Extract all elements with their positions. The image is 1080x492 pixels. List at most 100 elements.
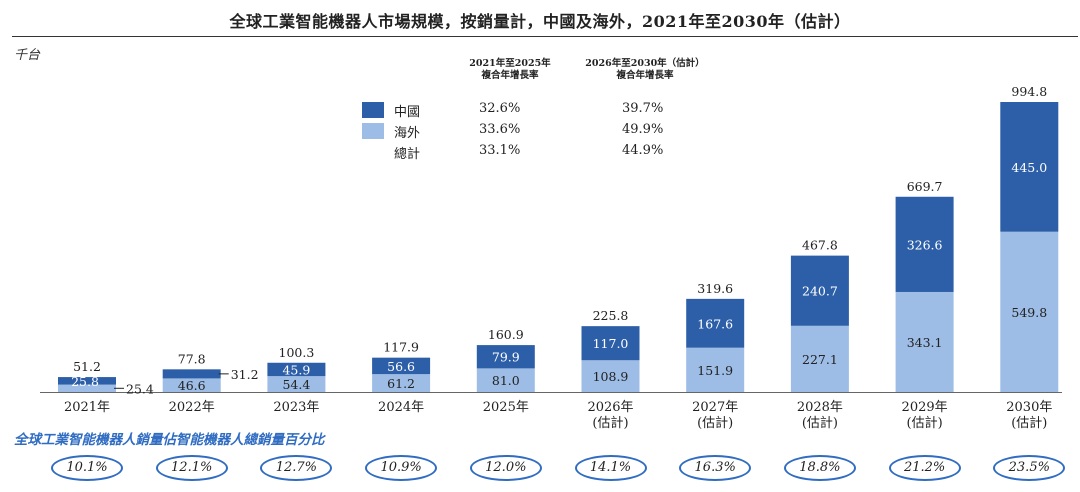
legend-label: 海外 xyxy=(394,126,421,141)
total-label: 100.3 xyxy=(279,345,315,360)
y-unit-label: 千台 xyxy=(14,48,41,63)
legend-cagr-2021-2025: 33.1% xyxy=(479,143,521,158)
legend-header-line: 2021年至2025年 xyxy=(469,58,551,69)
bar-china xyxy=(58,377,116,385)
share-value-oval: 21.2% xyxy=(888,455,961,481)
total-label: 669.7 xyxy=(907,179,943,194)
x-tick-label: (估計) xyxy=(802,415,838,431)
data-label-china: 56.6 xyxy=(387,359,415,374)
x-tick-label: 2026年 xyxy=(587,400,633,415)
bar-overseas xyxy=(476,368,535,392)
legend-row-total: 總計 33.1% 44.9% xyxy=(362,143,702,163)
share-value-oval: 10.1% xyxy=(51,455,123,481)
total-label: 117.9 xyxy=(383,340,419,355)
bar-china xyxy=(895,196,954,292)
data-label-overseas: 81.0 xyxy=(492,373,520,388)
bar-overseas xyxy=(790,325,849,392)
data-label-overseas: 108.9 xyxy=(593,369,629,384)
bar-overseas xyxy=(895,291,954,392)
data-label-overseas: 54.4 xyxy=(282,377,310,392)
bar-china xyxy=(372,357,431,375)
legend-header-line: 複合年增長率 xyxy=(481,70,539,81)
bar-overseas xyxy=(372,374,431,392)
legend-swatch-china xyxy=(362,102,384,118)
data-label-overseas: 46.6 xyxy=(178,378,206,393)
bar-overseas xyxy=(58,384,116,392)
share-value-oval: 12.0% xyxy=(469,455,542,481)
legend-cagr-2026-2030: 44.9% xyxy=(622,143,664,158)
x-tick-label: 2021年 xyxy=(64,400,110,415)
legend-header-2026-2030: 2026年至2030年（估計） 複合年增長率 xyxy=(580,58,710,82)
bar-china xyxy=(162,369,221,379)
data-label-china: 31.2 xyxy=(231,367,259,382)
data-label-overseas: 151.9 xyxy=(697,363,733,378)
share-value-oval: 10.9% xyxy=(365,455,438,481)
data-label-china: 240.7 xyxy=(802,284,838,299)
legend-row-china: 中國 32.6% 39.7% xyxy=(362,101,702,121)
x-tick-label: 2030年 xyxy=(1006,400,1052,415)
bar-china xyxy=(790,255,849,326)
share-value-oval: 16.3% xyxy=(679,455,752,481)
share-value-oval: 23.5% xyxy=(993,455,1066,481)
x-tick-label: 2022年 xyxy=(169,400,215,415)
bar-overseas xyxy=(581,360,640,392)
data-label-china: 25.8 xyxy=(71,374,99,389)
x-tick-label: 2025年 xyxy=(483,400,529,415)
bar-overseas xyxy=(162,378,221,392)
total-label: 77.8 xyxy=(178,351,206,366)
data-label-china: 445.0 xyxy=(1011,160,1047,175)
legend-swatch-overseas xyxy=(362,123,384,139)
data-label-overseas: 343.1 xyxy=(907,335,943,350)
x-tick-label: (估計) xyxy=(697,415,733,431)
share-value-oval: 14.1% xyxy=(574,455,647,481)
total-label: 319.6 xyxy=(697,281,733,296)
x-tick-label: (估計) xyxy=(1011,415,1047,431)
legend-cagr-2021-2025: 32.6% xyxy=(479,101,521,116)
total-label: 225.8 xyxy=(593,308,629,323)
x-tick-label: 2024年 xyxy=(378,400,424,415)
x-tick-label: (估計) xyxy=(907,415,943,431)
x-tick-label: (估計) xyxy=(592,415,628,431)
legend-label: 中國 xyxy=(394,105,421,120)
data-label-china: 167.6 xyxy=(697,316,733,331)
total-label: 160.9 xyxy=(488,327,524,342)
legend-header-line: 複合年增長率 xyxy=(616,70,674,81)
bar-china xyxy=(267,362,326,377)
share-value-oval: 12.7% xyxy=(260,455,333,481)
share-value-oval: 18.8% xyxy=(783,455,856,481)
data-label-overseas: 227.1 xyxy=(802,352,838,367)
legend-label: 總計 xyxy=(394,147,421,162)
bar-china xyxy=(1000,102,1059,232)
data-label-overseas: 549.8 xyxy=(1011,305,1047,320)
total-label: 51.2 xyxy=(73,359,101,374)
legend-row-overseas: 海外 33.6% 49.9% xyxy=(362,122,702,142)
x-tick-label: 2028年 xyxy=(797,400,843,415)
title-divider xyxy=(12,36,1078,37)
bar-overseas xyxy=(267,376,326,392)
total-label: 994.8 xyxy=(1011,84,1047,99)
bar-overseas xyxy=(1000,231,1059,392)
data-label-overseas: 25.4 xyxy=(126,381,154,396)
share-value-oval: 12.1% xyxy=(155,455,228,481)
legend-cagr-2026-2030: 49.9% xyxy=(622,122,664,137)
legend-header-2021-2025: 2021年至2025年 複合年增長率 xyxy=(450,58,570,82)
bar-overseas xyxy=(686,347,745,392)
share-title: 全球工業智能機器人銷量佔智能機器人總銷量百分比 xyxy=(14,432,325,448)
x-tick-label: 2029年 xyxy=(902,400,948,415)
x-tick-label: 2027年 xyxy=(692,400,738,415)
data-label-china: 326.6 xyxy=(907,237,943,252)
bar-china xyxy=(686,298,745,348)
total-label: 467.8 xyxy=(802,238,838,253)
legend-cagr-2021-2025: 33.6% xyxy=(479,122,521,137)
legend-header-line: 2026年至2030年（估計） xyxy=(585,58,705,69)
x-tick-label: 2023年 xyxy=(273,400,319,415)
legend-cagr-2026-2030: 39.7% xyxy=(622,101,664,116)
data-label-china: 117.0 xyxy=(593,336,629,351)
data-label-china: 79.9 xyxy=(492,350,520,365)
data-label-china: 45.9 xyxy=(282,362,310,377)
chart-title: 全球工業智能機器人市場規模，按銷量計，中國及海外，2021年至2030年（估計） xyxy=(229,12,851,31)
bar-china xyxy=(581,326,640,361)
data-label-overseas: 61.2 xyxy=(387,376,415,391)
bar-china xyxy=(476,345,535,369)
